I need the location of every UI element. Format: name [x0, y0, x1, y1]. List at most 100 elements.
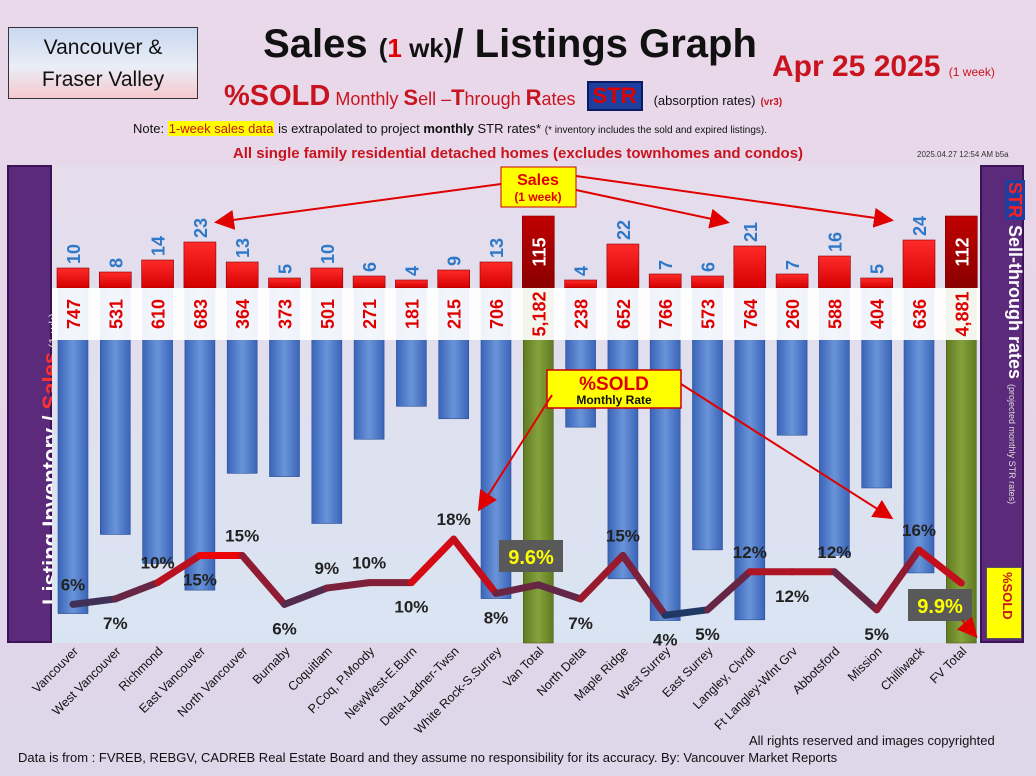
- note-tiny: (* inventory includes the sold and expir…: [544, 125, 768, 136]
- pct-label-2: 10%: [141, 554, 175, 573]
- str-badge: STR: [586, 81, 643, 111]
- pct-line-segment-10: [492, 581, 542, 597]
- sales-bar-5: [268, 277, 301, 289]
- sales-bar-4: [225, 261, 259, 289]
- sales-label-9: 9: [445, 256, 465, 266]
- pct-label-9: 18%: [437, 510, 471, 529]
- sold-arrow-right: [680, 383, 894, 520]
- category-label-9: Delta-Ladner-Twsn: [377, 644, 462, 729]
- listing-label-6: 501: [318, 299, 338, 329]
- pct-label-20: 16%: [902, 521, 936, 540]
- fv-total-pct-box: [908, 589, 972, 621]
- pct-label-16: 12%: [733, 543, 767, 562]
- sales-callout-box: [500, 166, 577, 208]
- listing-label-14: 766: [656, 299, 676, 329]
- listing-label-20: 636: [910, 299, 930, 329]
- sales-bar-17: [775, 273, 809, 289]
- pct-label-14: 4%: [653, 630, 678, 649]
- note-suffix: STR rates*: [473, 121, 545, 136]
- sales-label-2: 14: [149, 236, 169, 256]
- listing-label-12: 238: [572, 299, 592, 329]
- pct-label-17: 12%: [775, 587, 809, 606]
- sales-label-18: 16: [825, 232, 845, 252]
- pct-line-segment-6: [323, 579, 373, 592]
- category-label-17: Ft Langley-Wlnt Grv: [712, 644, 801, 733]
- category-label-8: NewWest-E.Burn: [342, 644, 420, 722]
- note-bold: monthly: [423, 121, 474, 136]
- listing-label-15: 573: [699, 299, 719, 329]
- sales-label-0: 10: [64, 244, 84, 264]
- category-label-21: FV Total: [927, 644, 969, 686]
- chart-title: Sales (1 wk)/ Listings Graph: [0, 22, 1020, 67]
- sales-label-1: 8: [106, 258, 126, 268]
- fv-pct-arrow: [956, 616, 978, 639]
- report-date-sub: (1 week): [948, 65, 995, 79]
- pct-label-1: 7%: [103, 614, 128, 633]
- subtitle-mst1: Monthly: [330, 89, 404, 109]
- note: Note: 1-week sales data is extrapolated …: [133, 121, 767, 136]
- region-line-2: Fraser Valley: [41, 68, 165, 91]
- category-label-5: Burnaby: [250, 644, 293, 687]
- sales-label-5: 5: [276, 264, 296, 274]
- sales-label-19: 5: [868, 264, 888, 274]
- listing-label-9: 215: [445, 299, 465, 329]
- sales-label-11: 115: [529, 237, 549, 266]
- pct-line-segment-20: [915, 546, 965, 587]
- sales-arrow-mid: [575, 189, 730, 229]
- category-label-20: Chilliwack: [878, 644, 928, 694]
- subtitle-sold: %SOLD: [224, 80, 331, 112]
- sold-callout-line1: %SOLD: [579, 374, 649, 395]
- sales-bar-14: [648, 273, 682, 289]
- pct-line-segment-2: [154, 551, 204, 587]
- sales-bar-13: [606, 243, 640, 289]
- pct-label-0: 6%: [61, 575, 86, 594]
- sales-arrow-right: [575, 175, 894, 228]
- note-prefix: Note:: [133, 121, 168, 136]
- pct-line-segment-4: [238, 551, 288, 608]
- sales-bar-7: [352, 275, 386, 289]
- subtitle-mst-t: T: [451, 85, 465, 110]
- pct-label-3: 15%: [183, 570, 217, 589]
- pct-label-7: 10%: [352, 554, 386, 573]
- sales-bar-9: [437, 269, 471, 289]
- sales-label-17: 7: [783, 260, 803, 270]
- sales-bar-12: [564, 279, 597, 289]
- listing-label-21: 4,881: [952, 291, 972, 336]
- sales-label-4: 13: [233, 238, 253, 258]
- sales-bar-15: [691, 275, 724, 289]
- sales-bar-21: [944, 215, 978, 289]
- listing-label-8: 181: [402, 299, 422, 329]
- sales-bar-16: [733, 245, 767, 289]
- van-total-pct-label: 9.6%: [508, 547, 554, 569]
- region-box: Vancouver & Fraser Valley: [8, 27, 198, 99]
- pct-label-4: 15%: [225, 526, 259, 545]
- pct-line-segment-9: [450, 535, 500, 597]
- listing-label-13: 652: [614, 299, 634, 329]
- pct-label-8: 10%: [394, 598, 428, 617]
- listing-label-2: 610: [149, 299, 169, 329]
- sold-callout-line2: Monthly Rate: [576, 393, 652, 407]
- sales-label-7: 6: [360, 262, 380, 272]
- van-total-pct-box: [499, 540, 563, 572]
- listing-label-1: 531: [106, 299, 126, 329]
- sales-bar-3: [183, 241, 217, 289]
- pct-line-segment-0: [69, 595, 119, 608]
- rights-note: All rights reserved and images copyright…: [749, 733, 995, 748]
- listing-bar-0: [57, 287, 89, 614]
- pct-label-12: 7%: [568, 614, 593, 633]
- sales-label-13: 22: [614, 220, 634, 240]
- sales-callout-line1: Sales: [517, 172, 559, 189]
- pct-line-segment-5: [281, 584, 331, 608]
- pct-line-segment-12: [577, 551, 627, 603]
- report-date: Apr 25 2025 (1 week): [772, 50, 995, 84]
- pct-label-10: 8%: [484, 609, 509, 628]
- title-paren-open: (: [378, 33, 388, 63]
- pct-label-5: 6%: [272, 619, 297, 638]
- pct-label-19: 5%: [864, 625, 889, 644]
- sales-bar-0: [56, 267, 90, 289]
- subtitle-mst3: hrough: [464, 89, 526, 109]
- pct-line-segment-15: [704, 568, 754, 614]
- sales-bar-18: [818, 255, 851, 289]
- sales-label-21: 112: [952, 237, 972, 266]
- subtitle: %SOLD Monthly Sell –Through Rates STR (a…: [224, 80, 782, 113]
